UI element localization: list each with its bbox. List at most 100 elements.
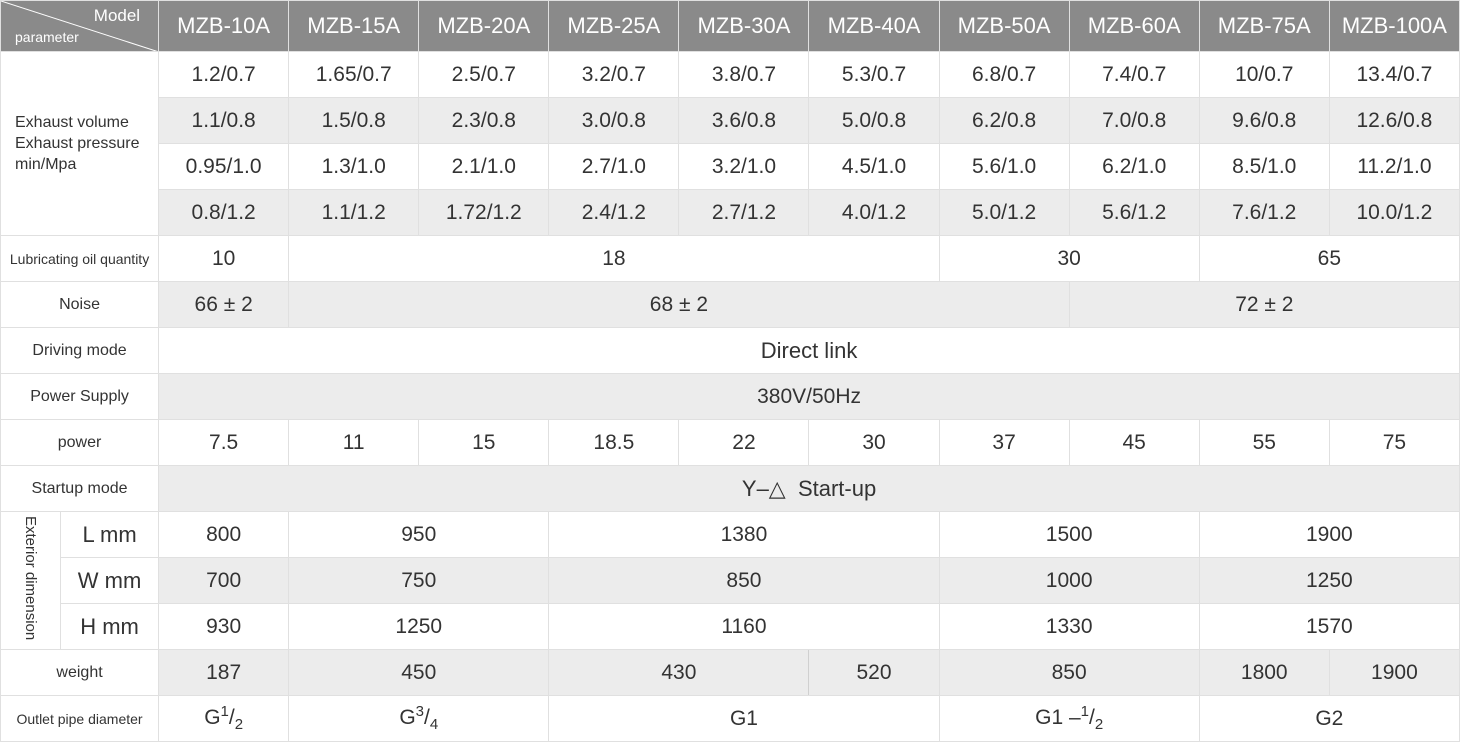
exhaust-cell: 6.8/0.7 [938,51,1070,98]
h-cell: 1570 [1198,603,1460,650]
power-cell: 22 [678,419,810,466]
exhaust-cell: 4.0/1.2 [808,189,940,236]
exhaust-cell: 7.6/1.2 [1198,189,1330,236]
exhaust-cell: 5.0/1.2 [938,189,1070,236]
exhaust-cell: 3.2/1.0 [678,143,810,190]
exhaust-cell: 4.5/1.0 [808,143,940,190]
parameter-label: parameter [15,29,79,45]
outlet-row: Outlet pipe diameter G1/2 G3/4 G1 G1 –1/… [0,695,1460,742]
lubricating-row: Lubricating oil quantity 10 18 30 65 [0,235,1460,282]
exhaust-cell: 11.2/1.0 [1328,143,1460,190]
exterior-w-row: W mm 700 750 850 1000 1250 [1,557,1460,604]
exhaust-cell: 2.7/1.0 [548,143,680,190]
exhaust-cell: 0.8/1.2 [158,189,290,236]
exhaust-cell: 3.8/0.7 [678,51,810,98]
driving-value: Direct link [158,327,1460,374]
power-cell: 37 [938,419,1070,466]
exhaust-cell: 2.4/1.2 [548,189,680,236]
l-cell: 1500 [938,511,1200,558]
exhaust-cell: 8.5/1.0 [1198,143,1330,190]
exhaust-label-line: Exhaust volume [15,114,129,131]
exhaust-cell: 2.1/1.0 [418,143,550,190]
startup-row: Startup mode Y–△ Start-up [0,465,1460,512]
w-cell: 750 [288,557,550,604]
l-label: L mm [60,511,160,558]
outlet-base: G [204,706,221,730]
weight-label: weight [0,649,160,696]
outlet-cell: G1 [548,695,940,742]
power-cell: 7.5 [158,419,290,466]
w-cell: 850 [548,557,940,604]
weight-cell: 450 [288,649,550,696]
h-cell: 1330 [938,603,1200,650]
model-label: Model [93,6,141,25]
w-label: W mm [60,557,160,604]
exhaust-cell: 1.1/0.8 [158,97,290,144]
model-header: MZB-50A [938,0,1070,52]
exhaust-row: 1.1/0.8 1.5/0.8 2.3/0.8 3.0/0.8 3.6/0.8 … [1,97,1460,144]
exhaust-cell: 13.4/0.7 [1328,51,1460,98]
l-cell: 800 [158,511,290,558]
outlet-denominator: 2 [1094,716,1104,734]
lubricating-cell: 65 [1198,235,1460,282]
weight-cell: 430 [548,649,810,696]
exhaust-row: 0.8/1.2 1.1/1.2 1.72/1.2 2.4/1.2 2.7/1.2… [1,189,1460,236]
power-cell: 30 [808,419,940,466]
exhaust-cell: 5.6/1.2 [1068,189,1200,236]
noise-cell: 72 ± 2 [1068,281,1460,328]
exhaust-cell: 5.6/1.0 [938,143,1070,190]
exhaust-cell: 2.3/0.8 [418,97,550,144]
exhaust-label-line: Exhaust pressure [15,135,140,152]
lubricating-cell: 10 [158,235,290,282]
exhaust-cell: 1.1/1.2 [288,189,420,236]
exhaust-cell: 9.6/0.8 [1198,97,1330,144]
exhaust-cell: 7.4/0.7 [1068,51,1200,98]
power-supply-label: Power Supply [0,373,160,420]
l-cell: 1380 [548,511,940,558]
exhaust-cell: 0.95/1.0 [158,143,290,190]
exhaust-cell: 12.6/0.8 [1328,97,1460,144]
weight-cell: 850 [938,649,1200,696]
driving-row: Driving mode Direct link [0,327,1460,374]
lubricating-cell: 30 [938,235,1200,282]
power-cell: 45 [1068,419,1200,466]
exhaust-row: 0.95/1.0 1.3/1.0 2.1/1.0 2.7/1.0 3.2/1.0… [1,143,1460,190]
outlet-label: Outlet pipe diameter [0,695,160,742]
exhaust-cell: 5.3/0.7 [808,51,940,98]
exhaust-cell: 1.5/0.8 [288,97,420,144]
outlet-cell: G3/4 [288,695,550,742]
exhaust-cell: 10.0/1.2 [1328,189,1460,236]
outlet-numerator: 1 [220,703,229,721]
exhaust-cell: 1.2/0.7 [158,51,290,98]
model-header: MZB-25A [548,0,680,52]
weight-cell: 1900 [1328,649,1460,696]
power-supply-row: Power Supply 380V/50Hz [0,373,1460,420]
outlet-numerator: 1 [1080,703,1089,721]
outlet-cell: G1 –1/2 [938,695,1200,742]
noise-cell: 66 ± 2 [158,281,290,328]
exhaust-cell: 2.5/0.7 [418,51,550,98]
header-row: Model parameter MZB-10A MZB-15A MZB-20A … [0,0,1460,52]
diagonal-divider-line [1,1,156,51]
exhaust-cell: 2.7/1.2 [678,189,810,236]
exterior-label-text: Exterior dimension [22,516,40,641]
noise-cell: 68 ± 2 [288,281,1070,328]
power-cell: 55 [1198,419,1330,466]
weight-row: weight 187 450 430 520 850 1800 1900 [0,649,1460,696]
outlet-numerator: 3 [415,703,424,721]
outlet-cell: G1/2 [158,695,290,742]
exhaust-label: Exhaust volume Exhaust pressure min/Mpa [0,51,160,236]
outlet-base: G [399,706,416,730]
lubricating-label: Lubricating oil quantity [0,235,160,282]
power-row: power 7.5 11 15 18.5 22 30 37 45 55 75 [0,419,1460,466]
exhaust-cell: 10/0.7 [1198,51,1330,98]
outlet-base: G1 – [1035,706,1081,730]
driving-label: Driving mode [0,327,160,374]
exterior-l-row: Exterior dimension L mm 800 950 1380 150… [0,511,1460,650]
l-cell: 1900 [1198,511,1460,558]
exhaust-cell: 6.2/0.8 [938,97,1070,144]
power-cell: 75 [1328,419,1460,466]
exhaust-row: Exhaust volume Exhaust pressure min/Mpa … [0,51,1460,236]
exhaust-cell: 3.0/0.8 [548,97,680,144]
